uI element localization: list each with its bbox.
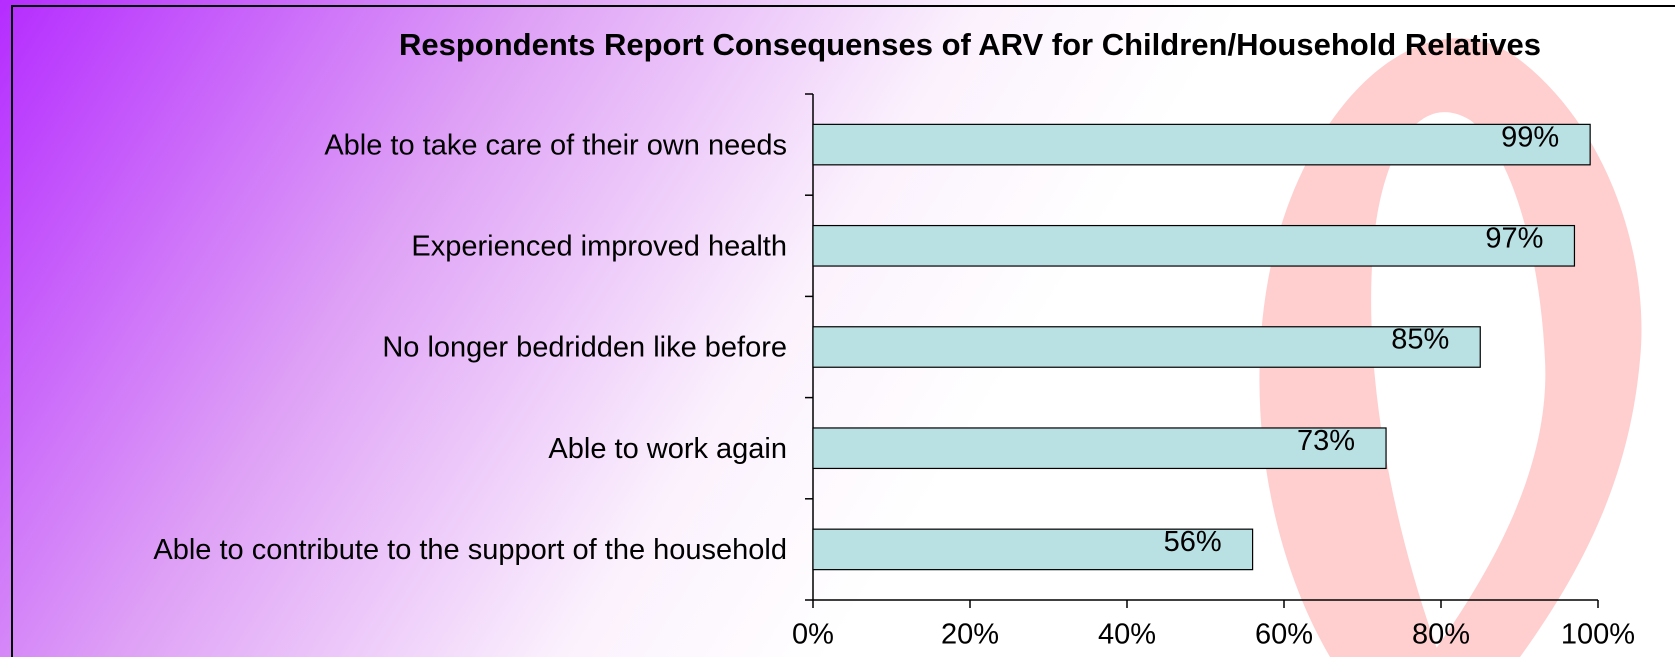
frame xyxy=(11,5,1675,657)
x-tick-label: 0% xyxy=(792,619,834,651)
x-tick-label: 100% xyxy=(1561,619,1635,651)
x-tick-label: 60% xyxy=(1255,619,1313,651)
y-tick-label: Able to take care of their own needs xyxy=(324,129,787,161)
bar xyxy=(812,528,1254,571)
bar xyxy=(812,326,1481,368)
y-tick-label: Able to contribute to the support of the… xyxy=(153,534,787,566)
x-tick-label: 20% xyxy=(941,619,999,651)
y-tick-label: No longer bedridden like before xyxy=(382,332,787,364)
value-label: 97% xyxy=(1485,222,1543,254)
bar xyxy=(812,123,1591,166)
value-label: 56% xyxy=(1164,526,1222,558)
x-tick-label: 40% xyxy=(1098,619,1156,651)
chart-title: Respondents Report Consequenses of ARV f… xyxy=(399,27,1541,62)
bar xyxy=(812,224,1576,267)
x-tick-label: 80% xyxy=(1412,619,1470,651)
ribbon-shape xyxy=(1259,38,1642,657)
bar xyxy=(812,427,1387,470)
value-label: 99% xyxy=(1501,121,1559,153)
value-label: 85% xyxy=(1391,324,1449,356)
value-label: 73% xyxy=(1297,425,1355,457)
y-tick-label: Experienced improved health xyxy=(411,230,787,262)
ribbon xyxy=(1259,38,1642,657)
y-tick-label: Able to work again xyxy=(548,433,787,465)
